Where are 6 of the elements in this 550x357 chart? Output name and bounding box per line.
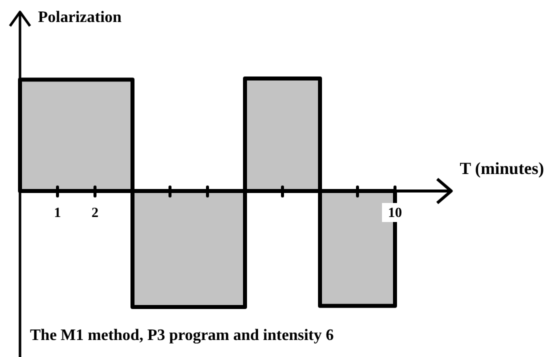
x-tick-label: 1 (54, 206, 61, 221)
y-axis-title: Polarization (38, 9, 122, 26)
text: The M1 method, P3 program and intensity 6 (30, 327, 334, 344)
x-tick-label: 2 (92, 206, 98, 221)
x-axis-title: T (minutes) (460, 159, 544, 178)
x-tick-label: 10 (388, 206, 402, 221)
